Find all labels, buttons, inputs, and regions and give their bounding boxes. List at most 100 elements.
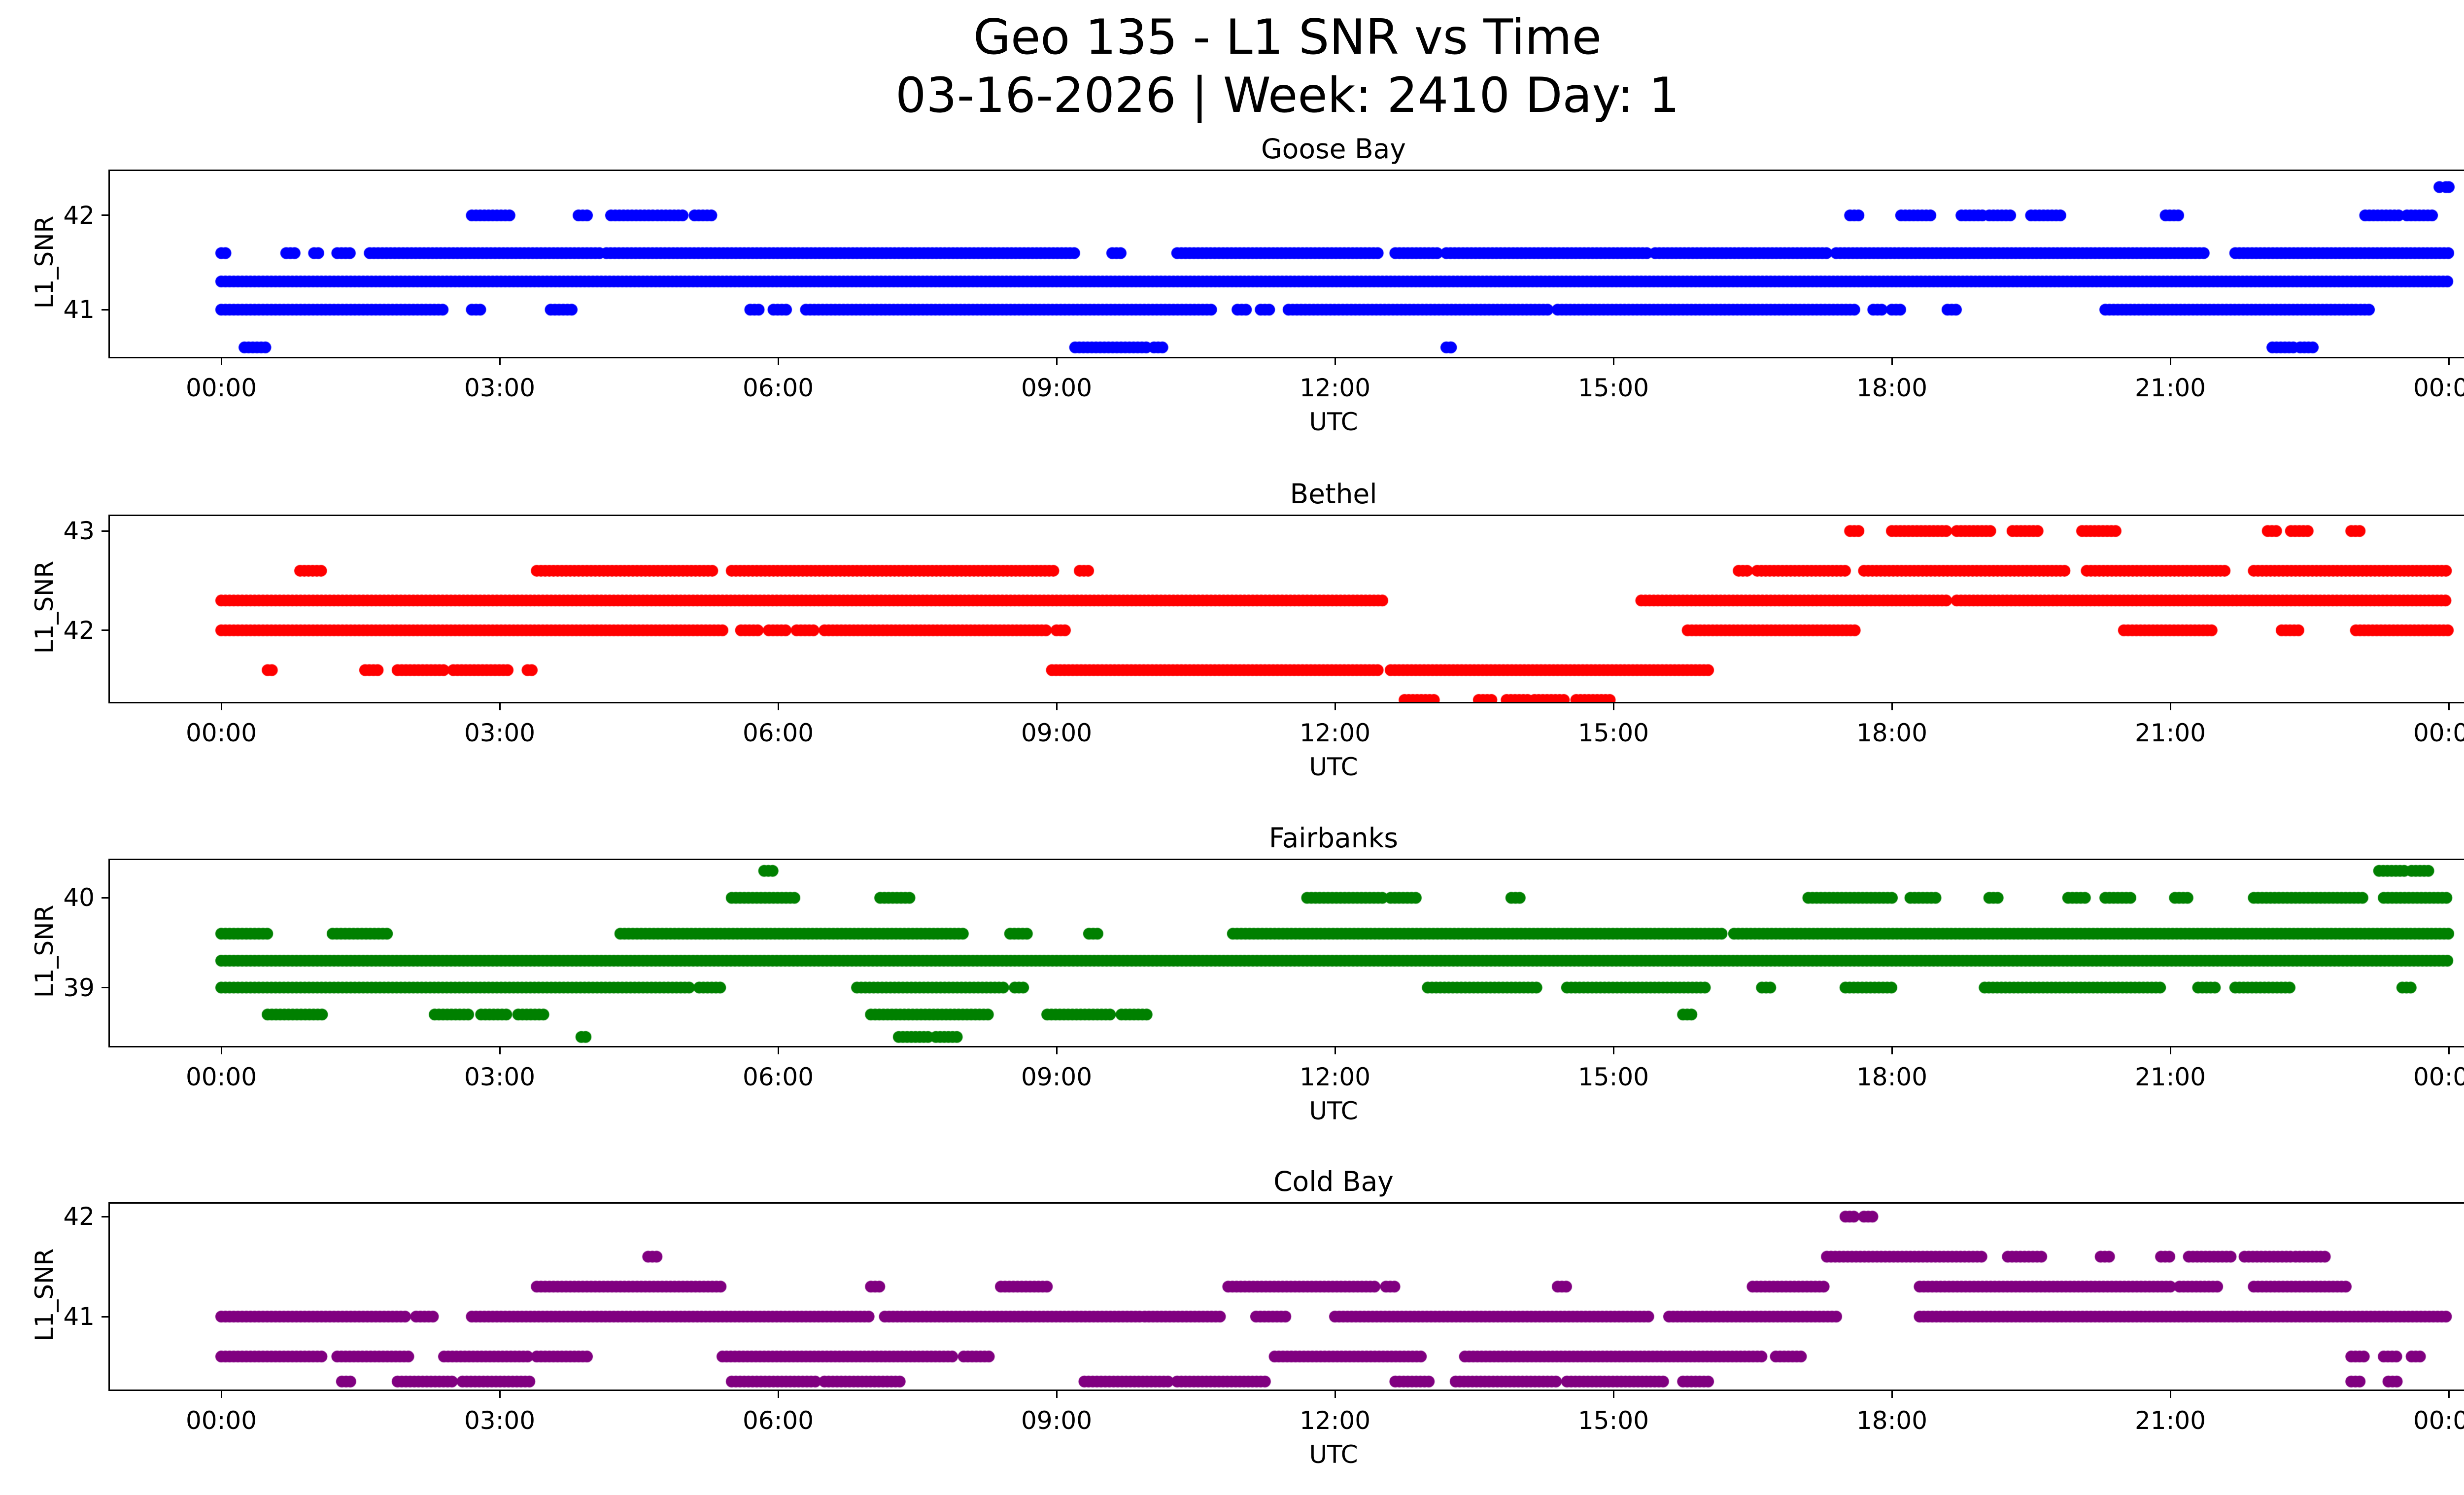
y-tick-label: 39 xyxy=(63,973,95,1002)
x-tick-label: 03:00 xyxy=(464,719,536,747)
figure-title-line2: 03-16-2026 | Week: 2410 Day: 1 xyxy=(895,67,1679,124)
x-tick-label: 21:00 xyxy=(2134,1406,2206,1435)
x-tick-mark xyxy=(1056,1047,1058,1054)
x-tick-mark xyxy=(777,1391,779,1398)
x-tick-mark xyxy=(1056,1391,1058,1398)
x-tick-mark xyxy=(1056,703,1058,710)
x-tick-mark xyxy=(2448,1391,2450,1398)
plot-area xyxy=(108,1202,2464,1391)
x-axis-label: UTC xyxy=(1309,1440,1358,1469)
x-tick-label: 06:00 xyxy=(742,719,814,747)
y-tick-label: 41 xyxy=(63,295,95,324)
x-tick-mark xyxy=(220,1391,222,1398)
x-tick-label: 15:00 xyxy=(1577,719,1649,747)
subplot-cold-bay: Cold Bay L1_SNR UTC 00:00 03:00 06:00 09:00… xyxy=(0,1146,2464,1491)
x-tick-mark xyxy=(1612,1391,1614,1398)
subplot-fairbanks: Fairbanks L1_SNR UTC 00:00 03:00 06:00 09:0… xyxy=(0,802,2464,1147)
scatter-canvas-cold-bay xyxy=(110,1204,2464,1390)
x-tick-mark xyxy=(499,1047,501,1054)
x-tick-label: 18:00 xyxy=(1856,374,1928,402)
y-tick-label: 42 xyxy=(63,616,95,645)
y-tick-mark xyxy=(102,1216,108,1217)
x-tick-label: 06:00 xyxy=(742,374,814,402)
x-tick-mark xyxy=(1891,358,1893,365)
x-tick-mark xyxy=(1334,358,1336,365)
x-tick-mark xyxy=(777,358,779,365)
x-tick-label: 21:00 xyxy=(2134,1063,2206,1091)
y-tick-mark xyxy=(102,897,108,899)
x-tick-label: 00:00 xyxy=(2413,1063,2464,1091)
x-axis-label: UTC xyxy=(1309,408,1358,436)
x-tick-mark xyxy=(2169,1047,2171,1054)
x-tick-label: 03:00 xyxy=(464,1406,536,1435)
plot-area xyxy=(108,170,2464,358)
x-tick-label: 06:00 xyxy=(742,1063,814,1091)
x-axis-label: UTC xyxy=(1309,753,1358,781)
figure-title: Geo 135 - L1 SNR vs Time 03-16-2026 | We… xyxy=(0,9,2464,125)
x-tick-mark xyxy=(2169,358,2171,365)
y-tick-label: 42 xyxy=(63,201,95,230)
x-tick-label: 12:00 xyxy=(1299,1406,1371,1435)
x-tick-mark xyxy=(777,1047,779,1054)
x-tick-label: 00:00 xyxy=(185,374,257,402)
x-axis-label: UTC xyxy=(1309,1097,1358,1125)
x-tick-label: 18:00 xyxy=(1856,719,1928,747)
subplot-bethel: Bethel L1_SNR UTC 00:00 03:00 06:00 09:00 12… xyxy=(0,458,2464,803)
x-tick-label: 15:00 xyxy=(1577,1063,1649,1091)
x-tick-label: 09:00 xyxy=(1021,1406,1093,1435)
x-tick-mark xyxy=(1891,1391,1893,1398)
scatter-canvas-fairbanks xyxy=(110,860,2464,1046)
x-tick-label: 15:00 xyxy=(1577,374,1649,402)
x-tick-mark xyxy=(1334,1047,1336,1054)
x-tick-label: 00:00 xyxy=(185,1063,257,1091)
x-tick-label: 00:00 xyxy=(2413,374,2464,402)
subplot-title: Cold Bay xyxy=(1273,1166,1394,1197)
plot-area xyxy=(108,859,2464,1047)
x-tick-label: 03:00 xyxy=(464,374,536,402)
x-tick-label: 15:00 xyxy=(1577,1406,1649,1435)
x-tick-label: 00:00 xyxy=(185,1406,257,1435)
x-tick-mark xyxy=(220,1047,222,1054)
subplot-title: Fairbanks xyxy=(1268,822,1399,854)
x-tick-label: 12:00 xyxy=(1299,1063,1371,1091)
x-tick-label: 00:00 xyxy=(185,719,257,747)
x-tick-label: 12:00 xyxy=(1299,719,1371,747)
x-tick-mark xyxy=(2169,1391,2171,1398)
x-tick-label: 06:00 xyxy=(742,1406,814,1435)
x-tick-mark xyxy=(2448,1047,2450,1054)
x-tick-mark xyxy=(499,358,501,365)
y-tick-mark xyxy=(102,987,108,989)
x-tick-label: 21:00 xyxy=(2134,719,2206,747)
x-tick-mark xyxy=(2448,703,2450,710)
x-tick-mark xyxy=(220,358,222,365)
figure-title-line1: Geo 135 - L1 SNR vs Time xyxy=(973,9,1602,66)
x-tick-label: 18:00 xyxy=(1856,1063,1928,1091)
y-tick-mark xyxy=(102,629,108,631)
x-tick-mark xyxy=(2448,358,2450,365)
y-tick-label: 41 xyxy=(63,1302,95,1331)
x-tick-label: 00:00 xyxy=(2413,1406,2464,1435)
x-tick-mark xyxy=(1612,1047,1614,1054)
subplot-goose-bay: Goose Bay L1_SNR UTC 00:00 03:00 06:00 09:0… xyxy=(0,113,2464,458)
y-tick-label: 43 xyxy=(63,517,95,546)
x-tick-mark xyxy=(499,703,501,710)
x-tick-mark xyxy=(1334,1391,1336,1398)
x-tick-mark xyxy=(777,703,779,710)
x-tick-mark xyxy=(499,1391,501,1398)
plot-area xyxy=(108,515,2464,703)
x-tick-mark xyxy=(1891,1047,1893,1054)
y-tick-label: 42 xyxy=(63,1202,95,1231)
x-tick-mark xyxy=(1056,358,1058,365)
x-tick-mark xyxy=(1891,703,1893,710)
x-tick-label: 03:00 xyxy=(464,1063,536,1091)
x-tick-mark xyxy=(1334,703,1336,710)
x-tick-mark xyxy=(1612,703,1614,710)
x-tick-mark xyxy=(220,703,222,710)
scatter-canvas-goose-bay xyxy=(110,171,2464,357)
subplot-title: Goose Bay xyxy=(1261,133,1406,165)
x-tick-label: 18:00 xyxy=(1856,1406,1928,1435)
x-tick-label: 12:00 xyxy=(1299,374,1371,402)
y-tick-label: 40 xyxy=(63,883,95,912)
y-tick-mark xyxy=(102,1316,108,1318)
